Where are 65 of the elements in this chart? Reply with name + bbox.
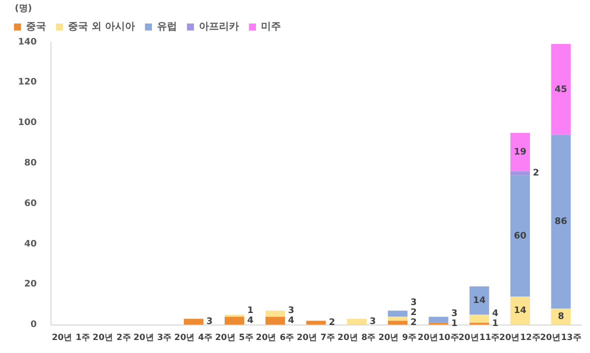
data-label: 45 [554, 84, 568, 95]
data-label: 2 [410, 308, 417, 318]
x-tick-label: 20년13주 [540, 333, 582, 344]
x-tick-label: 20년 5주 [215, 333, 254, 344]
x-tick-label: 20년 7주 [296, 333, 336, 344]
x-tick-label: 20년 6주 [256, 333, 295, 344]
bar [551, 44, 571, 135]
legend-label: 중국 [26, 22, 46, 33]
data-label: 60 [514, 231, 526, 242]
bar [388, 310, 408, 317]
y-axis-title: (명) [14, 4, 32, 14]
data-label: 2 [410, 318, 417, 328]
data-label: 3 [288, 306, 294, 316]
y-tick-label: 0 [30, 320, 37, 330]
y-tick-label: 140 [18, 37, 37, 48]
y-tick-label: 120 [18, 78, 37, 88]
data-label: 1 [451, 319, 458, 330]
y-tick-label: 20 [24, 280, 37, 290]
x-tick-label: 20년12주 [499, 333, 541, 344]
data-label: 2 [532, 168, 540, 179]
bar [551, 134, 571, 309]
data-label: 4 [288, 316, 294, 326]
data-label: 86 [554, 217, 568, 228]
data-label: 1 [247, 306, 254, 316]
bar [388, 316, 408, 321]
x-tick-label: 20년 1주 [52, 333, 91, 344]
bar [224, 316, 244, 325]
data-label: 4 [492, 309, 498, 320]
data-label: 19 [514, 147, 526, 158]
x-tick-label: 20년 2주 [92, 333, 132, 344]
bar [470, 314, 490, 323]
y-tick-label: 80 [24, 158, 37, 169]
x-tick-label: 20년10주 [418, 333, 460, 344]
x-tick-label: 20년 8주 [338, 333, 376, 344]
y-tick-label: 60 [24, 198, 37, 209]
y-tick-label: 40 [24, 239, 37, 250]
bar [347, 318, 367, 325]
data-label: 4 [247, 316, 254, 326]
x-tick-label: 20년11주 [458, 333, 500, 344]
bar [510, 296, 530, 325]
data-label: 3 [206, 317, 213, 328]
data-label: 3 [410, 298, 417, 308]
x-tick-label: 20년 4주 [174, 333, 213, 344]
x-tick-label: 20년 3주 [133, 333, 172, 344]
legend-label: 미주 [260, 22, 281, 33]
bar [184, 318, 204, 325]
bar [510, 175, 530, 297]
x-tick-label: 20년 9주 [378, 333, 418, 344]
bar [265, 310, 286, 317]
data-label: 3 [370, 317, 376, 328]
bar [470, 286, 490, 315]
data-label: 2 [328, 318, 336, 328]
data-label: 8 [558, 312, 564, 322]
bar [510, 171, 530, 176]
data-label: 14 [473, 296, 486, 306]
bar [428, 316, 448, 323]
y-tick-label: 100 [18, 118, 37, 128]
bar [265, 316, 286, 325]
data-label: 1 [492, 319, 498, 330]
data-label: 3 [451, 309, 458, 320]
legend-label: 유럽 [156, 22, 177, 33]
legend-label: 중국 외 아시아 [68, 22, 135, 33]
legend-label: 아프리카 [198, 22, 239, 33]
data-label: 14 [514, 306, 526, 316]
bar [510, 132, 530, 172]
